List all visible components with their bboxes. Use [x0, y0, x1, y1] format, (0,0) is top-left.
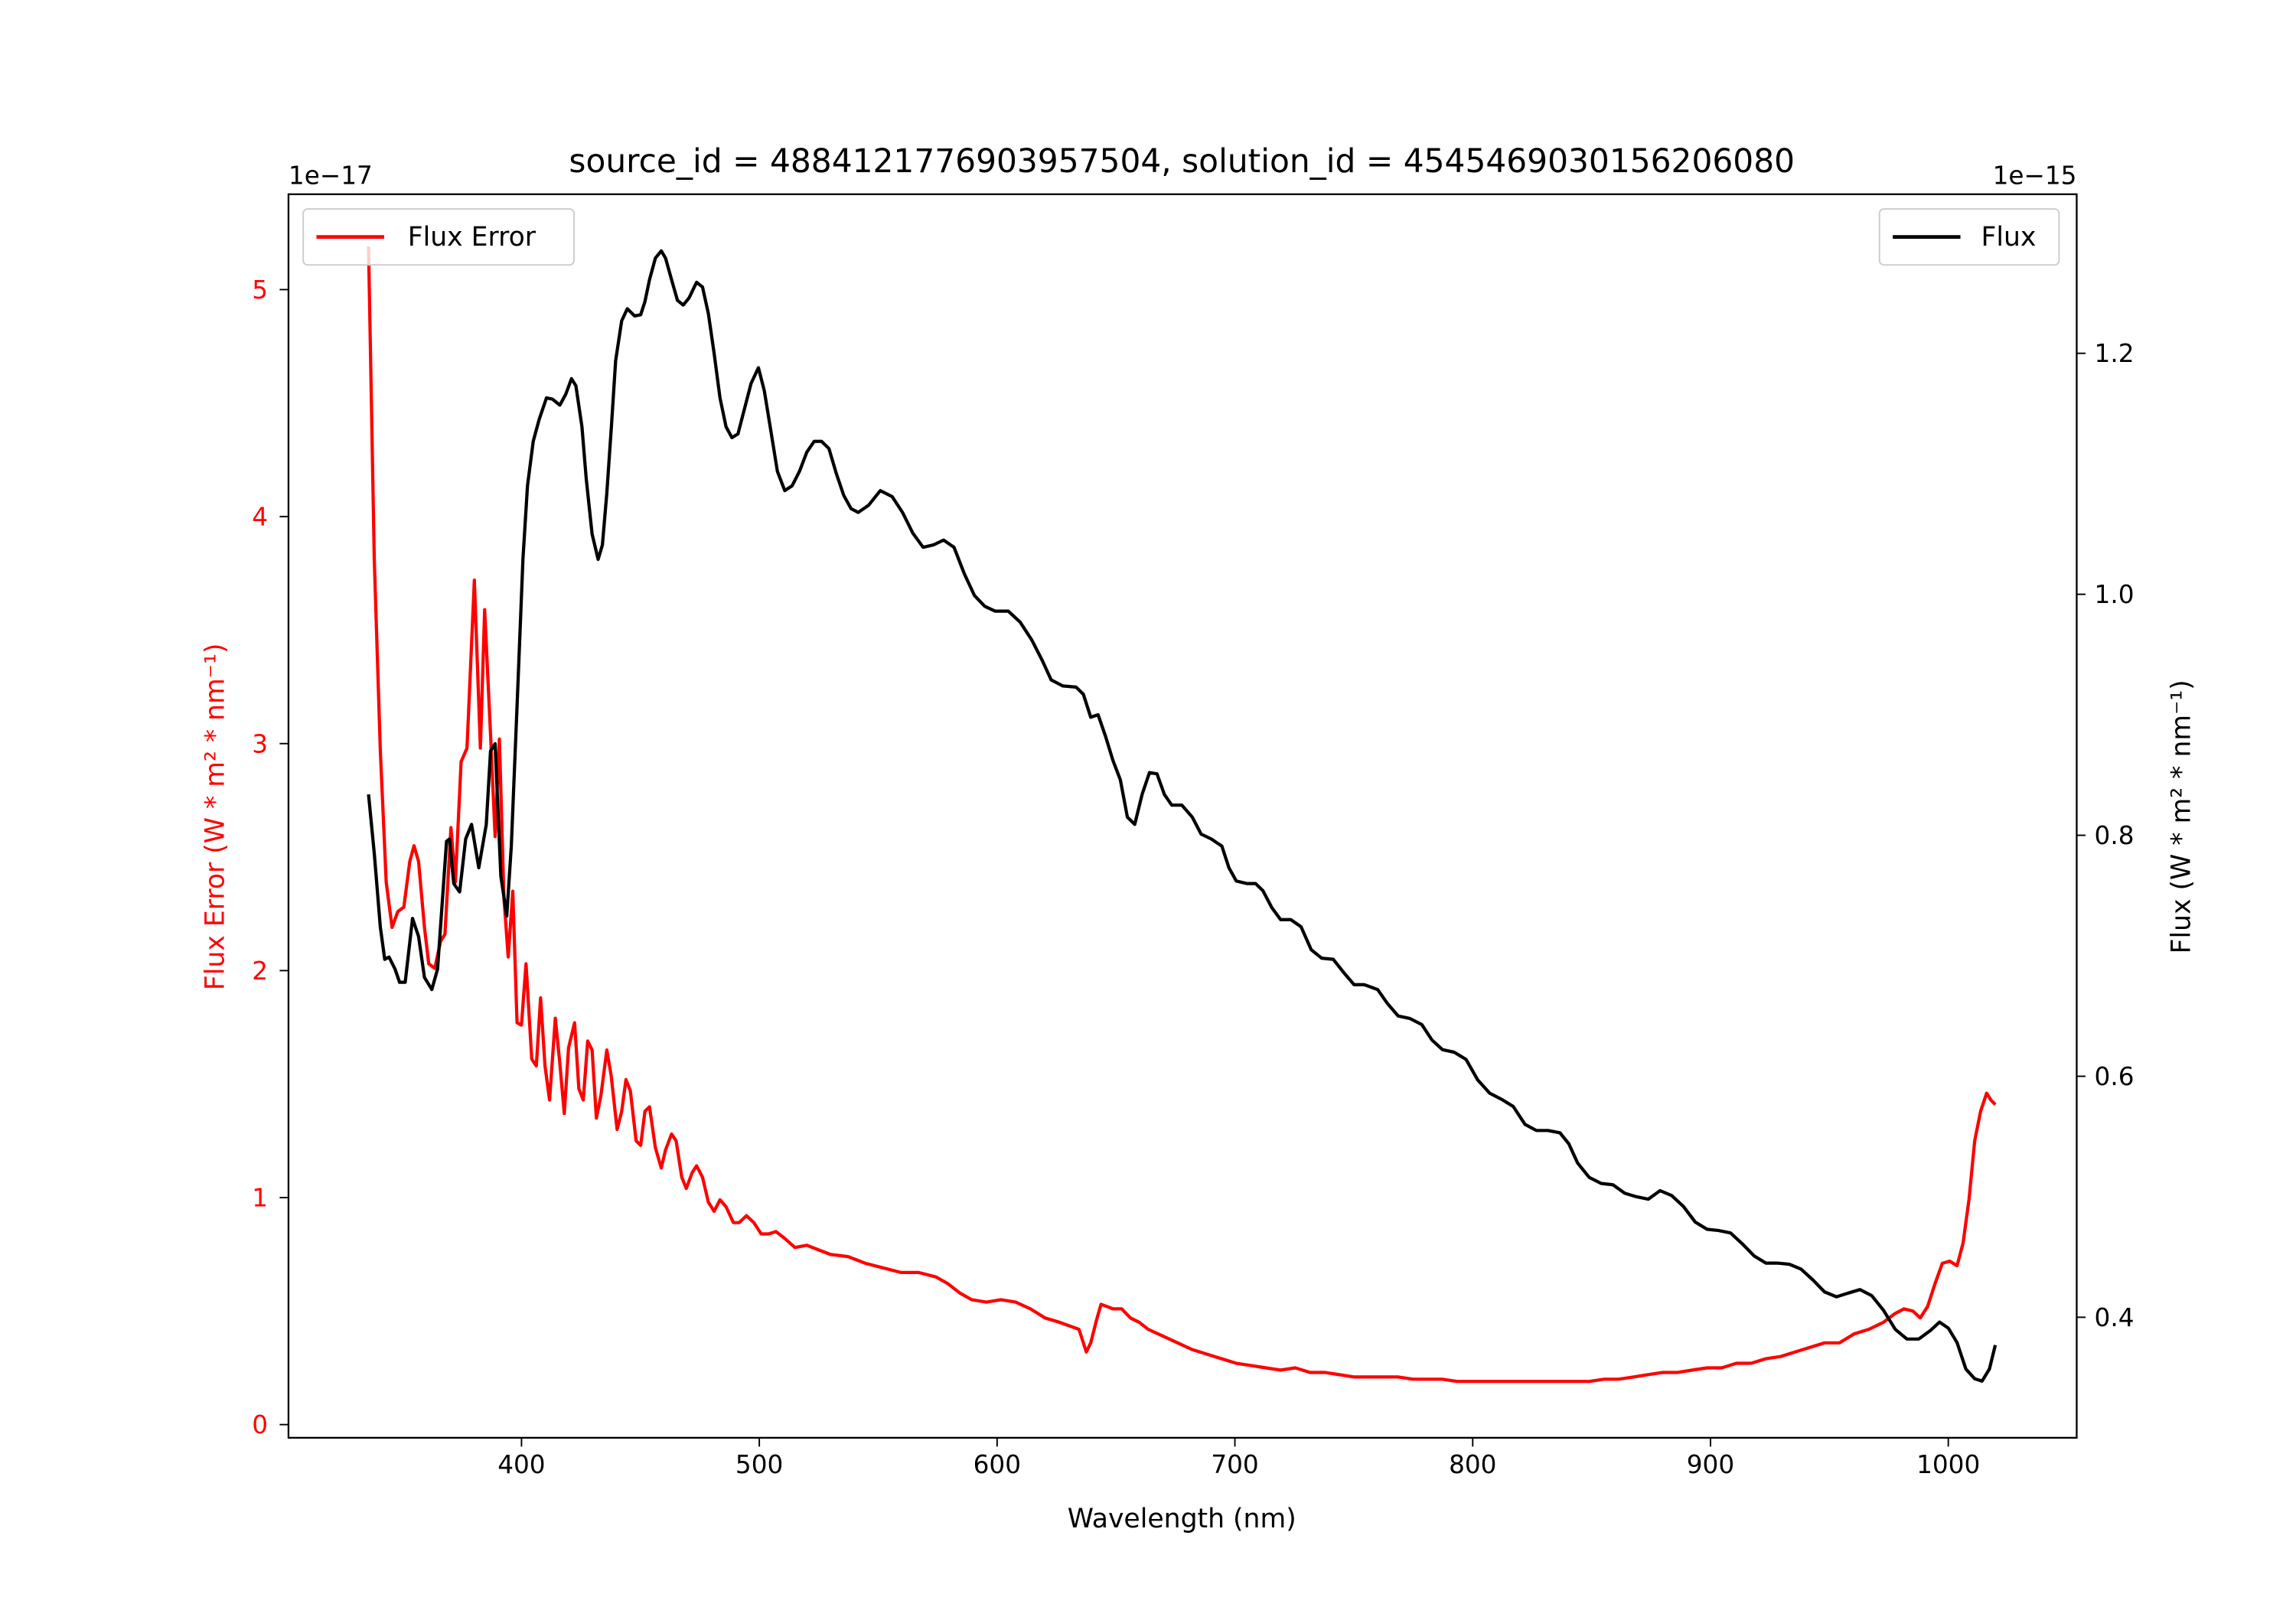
series-flux-error-line — [367, 246, 1997, 1384]
x-tick-label: 400 — [497, 1450, 545, 1479]
right-y-tick-label: 0.4 — [2095, 1303, 2135, 1332]
left-y-tick-label: 4 — [252, 503, 268, 532]
left-y-tick-label: 1 — [252, 1184, 268, 1213]
left-axis-label: Flux Error (W * m² * nm⁻¹) — [200, 644, 230, 991]
legend-flux-label: Flux — [1981, 222, 2036, 253]
legend-flux: Flux — [1878, 208, 2060, 266]
x-tick-label: 600 — [974, 1450, 1021, 1479]
right-y-tick-label: 1.0 — [2095, 580, 2135, 609]
series-flux-line — [367, 249, 1998, 1383]
legend-flux-error: Flux Error — [302, 208, 575, 266]
left-y-tick-label: 2 — [252, 957, 268, 986]
right-axis-label: Flux (W * m² * nm⁻¹) — [2167, 680, 2197, 953]
right-y-tick-label: 0.8 — [2095, 821, 2135, 850]
legend-flux-error-label: Flux Error — [408, 222, 536, 253]
x-tick-label: 500 — [735, 1450, 783, 1479]
x-tick-label: 1000 — [1916, 1450, 1980, 1479]
right-y-tick-label: 0.6 — [2095, 1062, 2135, 1091]
left-y-tick-label: 3 — [252, 729, 268, 758]
x-axis-label: Wavelength (nm) — [1068, 1504, 1296, 1534]
left-offset-text: 1e−17 — [289, 161, 373, 190]
x-tick-label: 700 — [1211, 1450, 1258, 1479]
x-tick-label: 800 — [1449, 1450, 1496, 1479]
x-tick-label: 900 — [1687, 1450, 1734, 1479]
right-offset-text: 1e−15 — [1993, 161, 2077, 190]
left-y-tick-label: 0 — [252, 1410, 268, 1439]
chart-title: source_id = 4884121776903957504, solutio… — [569, 142, 1795, 180]
left-y-tick-label: 5 — [252, 275, 268, 305]
right-y-tick-label: 1.2 — [2095, 339, 2135, 368]
plot-frame — [287, 193, 2078, 1439]
